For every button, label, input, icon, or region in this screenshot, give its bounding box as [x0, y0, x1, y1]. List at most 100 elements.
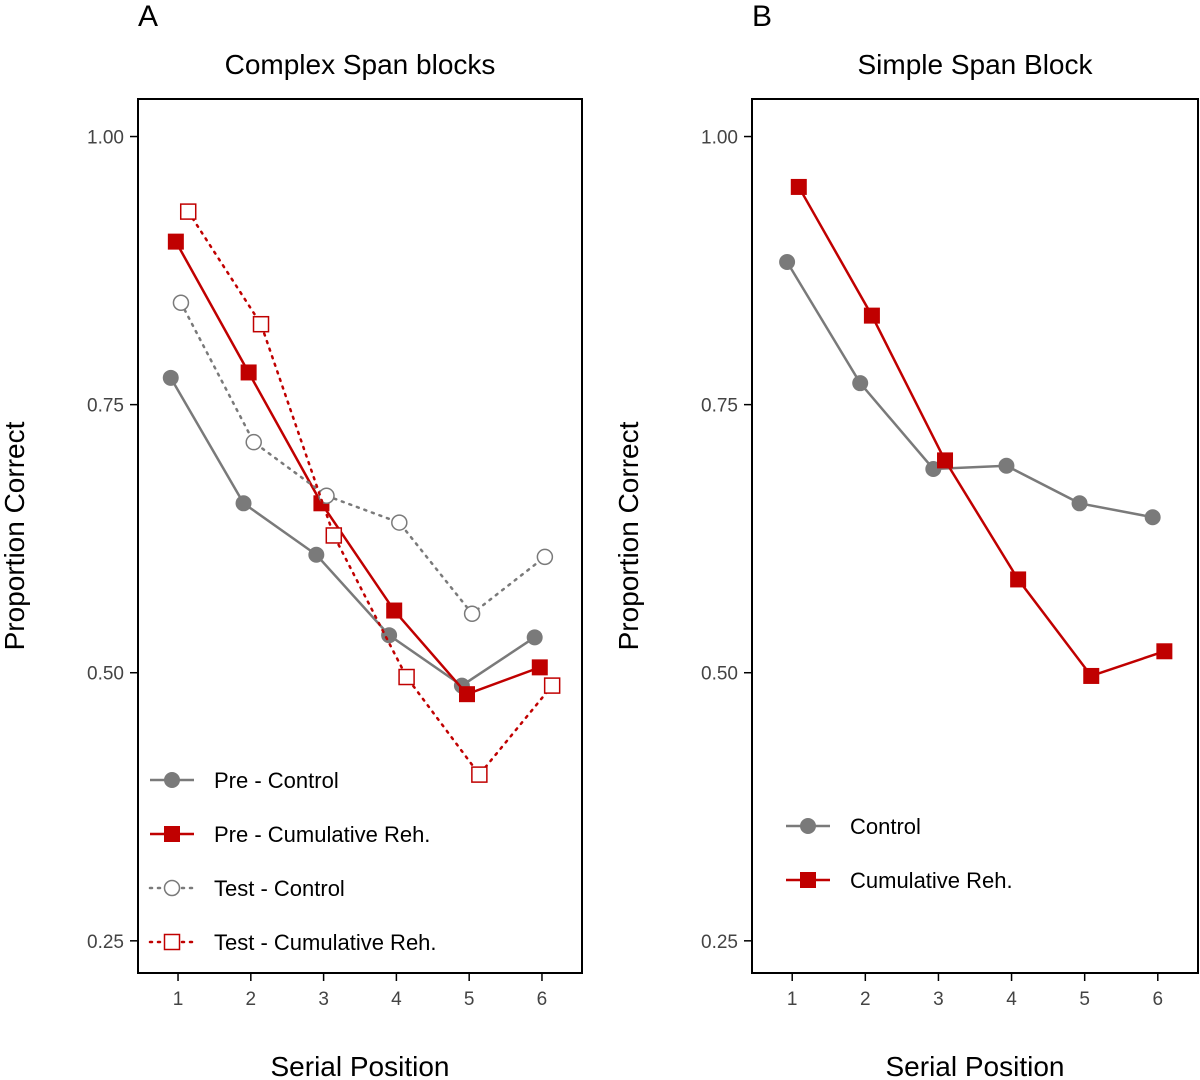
data-point-circle-marker: [172, 294, 190, 312]
x-tick-label: 3: [318, 989, 329, 1010]
legend-item: Test - Cumulative Reh.: [148, 930, 437, 955]
legend-item: Test - Control: [148, 876, 345, 901]
panel-letter: B: [752, 0, 772, 33]
x-tick-label: 6: [537, 989, 548, 1010]
data-point-square-marker: [458, 686, 475, 703]
legend-label: Pre - Control: [214, 768, 339, 793]
data-point-square-marker: [1010, 571, 1027, 588]
data-point-square-marker: [937, 452, 954, 469]
x-tick-label: 2: [246, 989, 257, 1010]
data-point-square-marker: [167, 233, 184, 250]
x-tick-label: 5: [464, 989, 475, 1010]
x-axis-label: Serial Position: [886, 1051, 1065, 1080]
panel-a: A Complex Span blocks Proportion Correct…: [0, 0, 583, 1080]
series-layer: [162, 203, 561, 783]
data-point-circle-marker: [235, 495, 252, 512]
data-point-square-marker: [1083, 667, 1100, 684]
data-point-square-marker: [790, 178, 807, 195]
data-point-circle-marker: [463, 605, 481, 622]
legend-item: Control: [786, 814, 921, 839]
series-test-cumulative-reh: [179, 203, 561, 783]
data-point-square-marker: [179, 203, 197, 220]
data-point-square-marker: [240, 364, 257, 381]
x-tick-label: 3: [933, 989, 944, 1010]
y-tick-label: 1.00: [701, 128, 738, 149]
x-tick-label: 1: [787, 989, 798, 1010]
data-point-circle-marker: [162, 369, 179, 386]
series-pre-cumulative-reh: [167, 233, 548, 703]
x-tick-label: 2: [860, 989, 871, 1010]
y-tick-label: 1.00: [87, 128, 124, 149]
legend-label: Pre - Cumulative Reh.: [214, 822, 430, 847]
y-tick-label: 0.25: [87, 932, 124, 953]
series-line: [169, 377, 536, 688]
panel-letter: A: [138, 0, 158, 33]
data-point-circle-marker: [1071, 495, 1088, 512]
data-point-circle-marker: [1144, 509, 1161, 526]
panel-b: B Simple Span Block Proportion Correct S…: [613, 0, 1199, 1080]
data-point-circle-marker: [536, 548, 554, 566]
legend-circle-marker: [164, 772, 180, 788]
y-tick-label: 0.75: [701, 396, 738, 417]
y-axis-label: Proportion Correct: [613, 421, 644, 650]
data-point-circle-marker: [245, 433, 262, 451]
series-line: [786, 261, 1153, 519]
data-point-square-marker: [1156, 643, 1173, 660]
series-pre-control: [162, 369, 543, 694]
data-point-circle-marker: [308, 546, 325, 563]
legend-label: Test - Cumulative Reh.: [214, 930, 437, 955]
legend-item: Pre - Cumulative Reh.: [150, 822, 430, 847]
data-point-square-marker: [386, 602, 403, 619]
legend: Pre - Control Pre - Cumulative Reh. Test -…: [148, 768, 437, 955]
data-point-square-marker: [252, 315, 270, 333]
series-line: [186, 210, 554, 777]
data-point-square-marker: [863, 307, 880, 324]
series-control: [779, 254, 1161, 526]
data-point-circle-marker: [381, 627, 398, 644]
axis-ticks: 1.00 0.75 0.50 0.25 1 2 3 4 5 6: [87, 128, 547, 1010]
legend-square-marker: [800, 872, 816, 888]
series-cumulative-reh: [790, 178, 1173, 684]
legend-item: Pre - Control: [150, 768, 339, 793]
legend: Control Cumulative Reh.: [786, 814, 1013, 893]
legend-square-marker: [163, 933, 181, 951]
data-point-circle-marker: [391, 514, 408, 531]
series-line: [179, 301, 547, 616]
legend-item: Cumulative Reh.: [786, 868, 1013, 893]
x-tick-label: 6: [1152, 989, 1163, 1010]
y-tick-label: 0.50: [87, 664, 124, 685]
data-point-square-marker: [543, 677, 561, 694]
x-tick-label: 4: [391, 989, 402, 1010]
legend-circle-marker: [800, 818, 816, 834]
plot-frame: [751, 98, 1199, 974]
data-point-circle-marker: [526, 629, 543, 646]
data-point-square-marker: [325, 527, 343, 544]
axis-ticks: 1.00 0.75 0.50 0.25 1 2 3 4 5 6: [701, 128, 1163, 1010]
legend-square-marker: [164, 826, 180, 842]
plot-frame: [137, 98, 583, 974]
data-point-circle-marker: [318, 487, 335, 505]
data-point-circle-marker: [998, 457, 1015, 474]
legend-label: Test - Control: [214, 876, 345, 901]
legend-label: Cumulative Reh.: [850, 868, 1013, 893]
y-tick-label: 0.75: [87, 396, 124, 417]
x-axis-label: Serial Position: [271, 1051, 450, 1080]
series-line: [797, 186, 1165, 678]
series-line: [174, 241, 541, 696]
x-tick-label: 5: [1079, 989, 1090, 1010]
x-tick-label: 1: [173, 989, 184, 1010]
panel-title: Complex Span blocks: [225, 49, 496, 80]
y-tick-label: 0.50: [701, 664, 738, 685]
legend-circle-marker: [163, 879, 181, 897]
legend-label: Control: [850, 814, 921, 839]
data-point-square-marker: [471, 766, 488, 783]
x-tick-label: 4: [1006, 989, 1017, 1010]
series-test-control: [172, 294, 554, 622]
data-point-square-marker: [531, 659, 548, 676]
data-point-circle-marker: [852, 375, 869, 392]
panel-title: Simple Span Block: [857, 49, 1093, 80]
y-axis-label: Proportion Correct: [0, 421, 30, 650]
series-layer: [779, 178, 1173, 684]
data-point-circle-marker: [779, 254, 796, 271]
